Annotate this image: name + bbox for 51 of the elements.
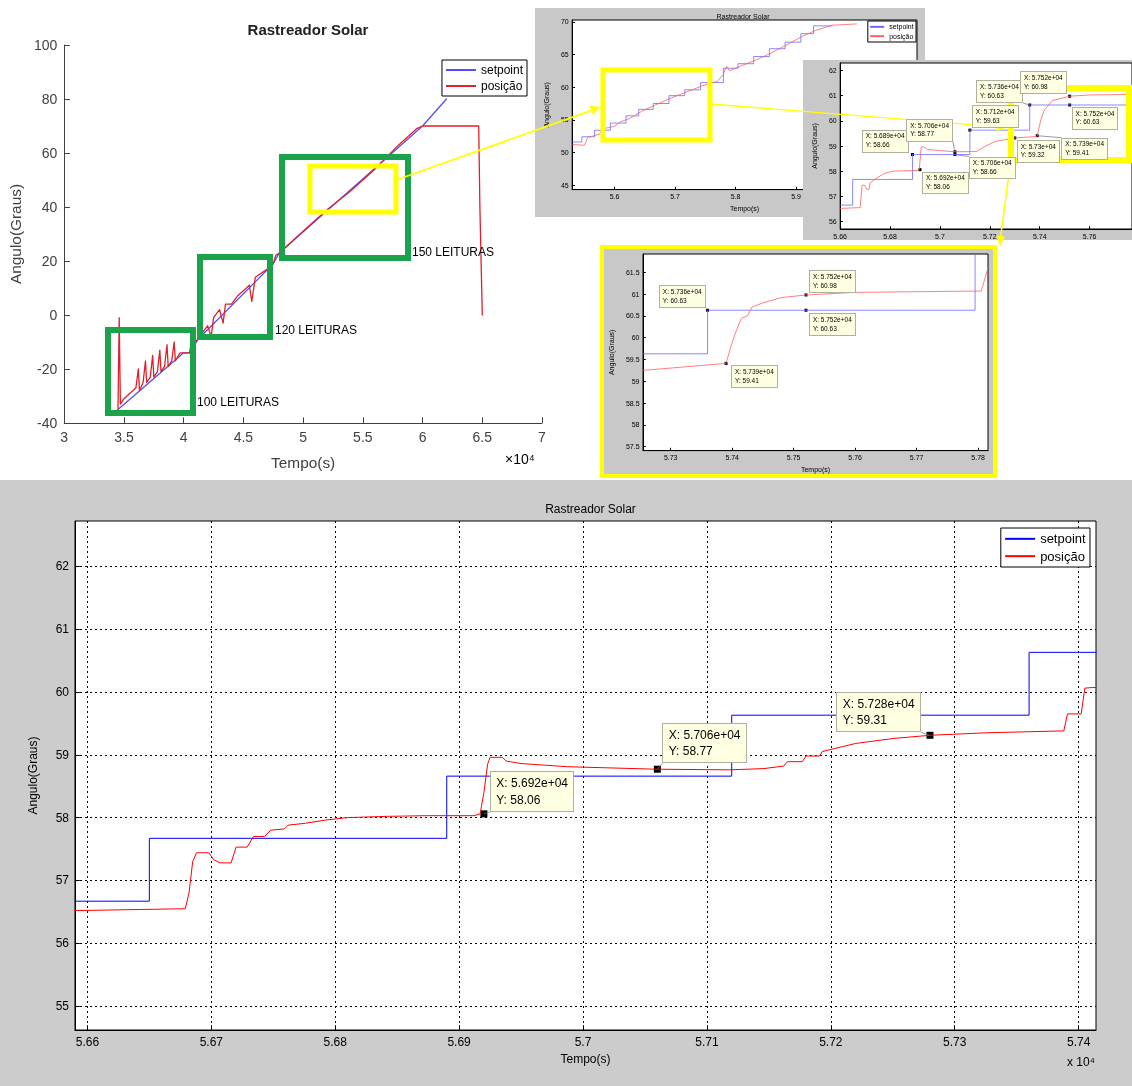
y-tick-label: -40: [37, 415, 58, 431]
chart-title: Rastreador Solar: [247, 20, 369, 38]
y-tick-label: 57: [55, 873, 70, 888]
x-tick-label: 5.66: [75, 1035, 100, 1049]
legend-label: posição: [1040, 548, 1085, 564]
x-tick-label: 4.5: [233, 429, 254, 445]
text: ×10⁴: [505, 451, 535, 467]
y-tick-label: 55: [55, 999, 70, 1014]
x-tick-label: 5.69: [447, 1035, 472, 1049]
y-tick-label: 100: [33, 37, 58, 53]
y-tick-label: 60: [41, 145, 58, 161]
legend-label: setpoint: [480, 63, 524, 77]
y-axis-title: Angulo(Graus): [26, 736, 40, 815]
y-tick-label: 56: [55, 936, 70, 951]
x-tick-label: 3: [60, 429, 69, 445]
y-tick-label: 61: [55, 622, 70, 637]
y-tick-label: 60: [55, 684, 70, 699]
x-tick-label: 7: [538, 429, 547, 445]
y-tick-label: -20: [37, 361, 58, 377]
legend-label: setpoint: [1040, 531, 1087, 547]
x-tick-label: 3.5: [114, 429, 134, 445]
x-tick-label: 5.74: [1066, 1035, 1091, 1049]
annotation: 120 LEITURAS: [275, 323, 358, 337]
x-axis-title: Tempo(s): [560, 1051, 611, 1066]
chart-title: Rastreador Solar: [545, 502, 636, 517]
annotation: X: 5.728e+04 Y: 59.31: [836, 691, 921, 733]
x-tick-label: 5.72: [819, 1035, 843, 1049]
x-tick-label: 5.73: [943, 1035, 967, 1049]
y-tick-label: 62: [55, 559, 70, 574]
x-axis-title: Tempo(s): [271, 454, 336, 471]
x-tick-label: 6.5: [472, 429, 493, 445]
x-tick-label: 5.68: [323, 1035, 348, 1049]
annotation: X: 5.692e+04 Y: 58.06: [489, 771, 575, 812]
legend-label: posição: [480, 79, 523, 93]
y-axis-title: Angulo(Graus): [7, 183, 24, 285]
x-tick-label: 5: [299, 429, 308, 445]
annotation: 100 LEITURAS: [197, 395, 280, 409]
y-tick-label: 59: [55, 747, 70, 762]
x-tick-label: 5.7: [574, 1035, 592, 1049]
y-tick-label: 80: [41, 91, 58, 107]
x-tick-label: 6: [418, 429, 427, 445]
y-tick-label: 20: [41, 253, 58, 269]
y-tick-label: 40: [41, 199, 58, 215]
x-tick-label: 5.5: [353, 429, 373, 445]
x-tick-label: 4: [179, 429, 188, 445]
y-tick-label: 0: [49, 307, 58, 323]
y-tick-label: 58: [55, 810, 70, 825]
annotation: X: 5.706e+04 Y: 58.77: [662, 722, 747, 764]
text: x 10⁴: [1067, 1055, 1095, 1069]
x-tick-label: 5.67: [199, 1035, 224, 1049]
x-tick-label: 5.71: [695, 1035, 719, 1049]
